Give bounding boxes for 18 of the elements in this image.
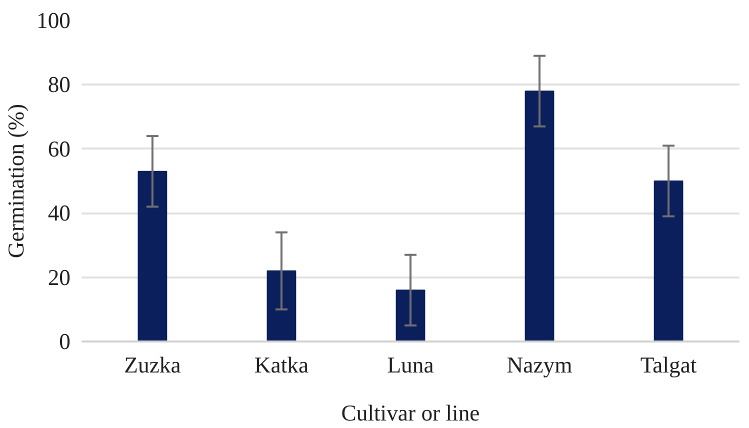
bar [524,90,554,342]
bar [266,270,296,342]
y-tick-label: 20 [48,264,70,290]
x-tick-label: Zuzka [124,352,181,378]
y-tick-label: 0 [59,329,70,354]
bar [396,290,426,342]
bar [138,170,168,342]
bar [654,180,684,342]
x-axis-title: Cultivar or line [341,400,480,426]
y-axis-title: Germination (%) [4,104,29,258]
y-tick-label: 60 [48,136,70,162]
x-tick-label: Talgat [640,352,698,378]
y-tick-label: 100 [36,8,70,33]
y-tick-label: 40 [48,200,70,226]
x-tick-label: Nazym [506,352,573,378]
x-tick-label: Katka [254,352,309,378]
x-tick-label: Luna [387,352,434,378]
y-tick-label: 80 [48,72,70,98]
